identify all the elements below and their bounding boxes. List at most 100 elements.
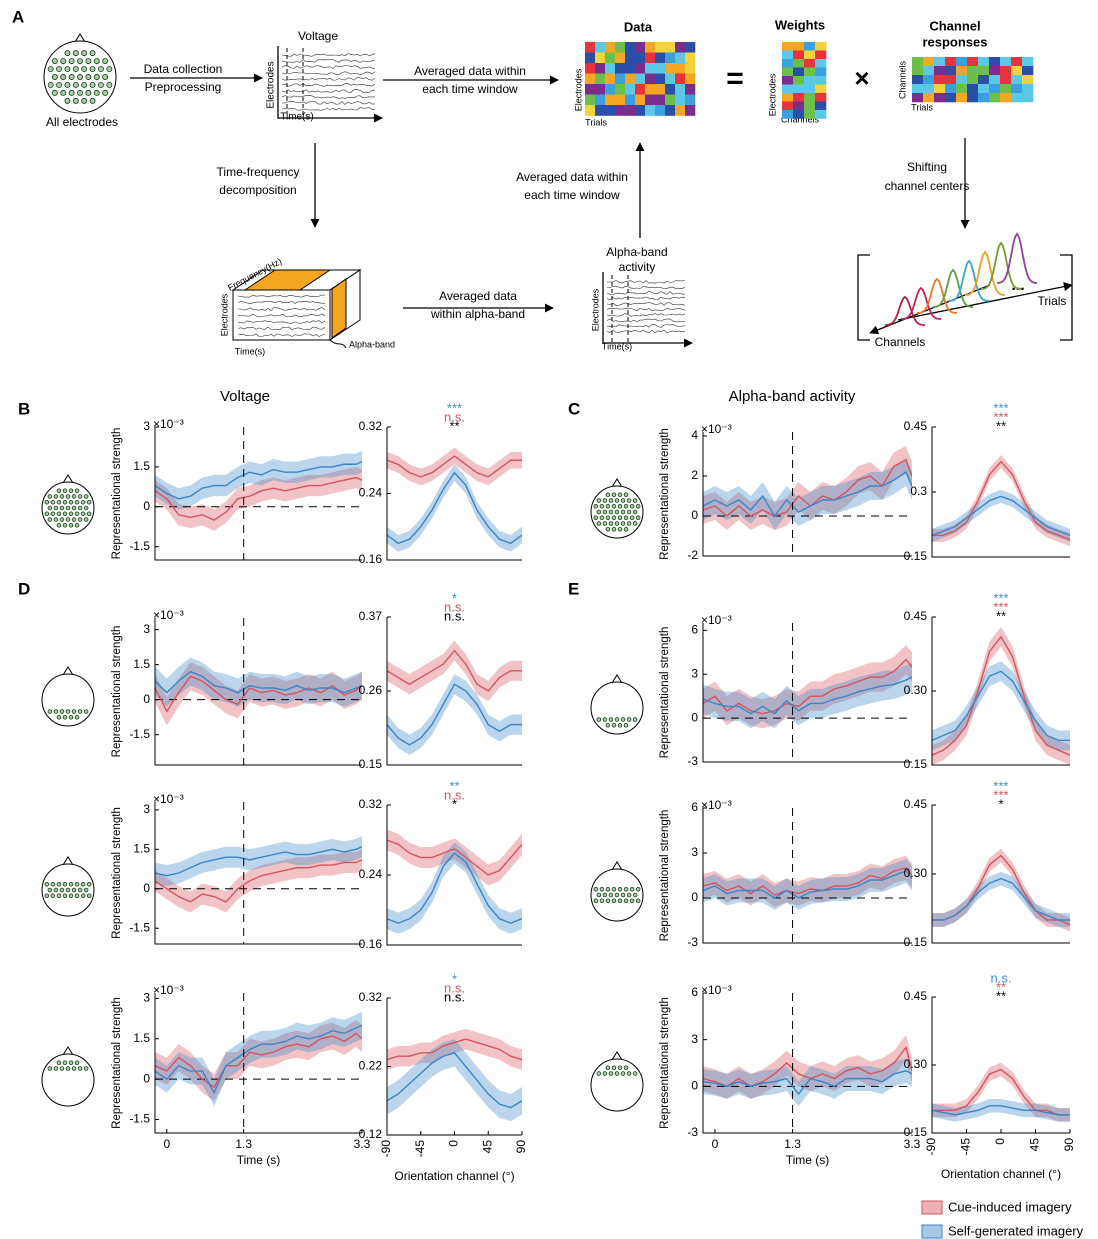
electrode (594, 887, 598, 891)
grid-cell (585, 53, 595, 64)
plot-area (155, 1012, 362, 1106)
y-tick-label: 0.32 (359, 797, 383, 811)
y-tick-label: 6 (691, 800, 698, 814)
scale-label: ×10⁻³ (153, 417, 184, 431)
electrode (66, 518, 70, 522)
electrode (69, 894, 73, 898)
electrode (60, 1067, 64, 1071)
grid-cell (967, 84, 978, 93)
electrode (65, 51, 70, 56)
grid-cell (967, 66, 978, 75)
grid-cell (782, 42, 793, 51)
y-tick-label: 0 (691, 508, 698, 522)
electrode (618, 493, 622, 497)
tuning-curve (997, 234, 1037, 283)
electrode (72, 710, 76, 714)
electrode (78, 495, 82, 499)
grid-cell (1022, 66, 1033, 75)
grid-cell (595, 74, 605, 85)
electrode (69, 1061, 73, 1065)
electrode (636, 899, 640, 903)
electrode (603, 893, 607, 897)
panel-a-text: Trials (911, 102, 933, 112)
electrode (606, 504, 610, 508)
electrode (78, 888, 82, 892)
panel-a-text: Time-frequency (217, 165, 300, 179)
electrode (82, 66, 87, 71)
grid-cell (685, 63, 695, 74)
electrode (603, 718, 607, 722)
electrode (60, 518, 64, 522)
grid-cell (912, 66, 923, 75)
electrode (594, 504, 598, 508)
trace (607, 292, 685, 295)
y-tick-label: 0.32 (359, 990, 383, 1004)
grid-cell (655, 63, 665, 74)
electrode (615, 1072, 619, 1076)
electrode (72, 506, 76, 510)
panel-a-text: responses (922, 34, 987, 49)
electrode (60, 710, 64, 714)
legend-swatch (922, 1201, 942, 1214)
y-tick-label: 0 (143, 881, 150, 895)
electrode (73, 66, 78, 71)
panel-a-text: Averaged data (439, 289, 517, 303)
x-tick-label: 0 (163, 1137, 170, 1151)
grid-cell (1000, 93, 1011, 102)
electrode (56, 66, 61, 71)
grid-cell (1000, 57, 1011, 66)
electrode (618, 899, 622, 903)
grid-cell (989, 75, 1000, 84)
electrode (627, 1072, 631, 1076)
trace (282, 66, 375, 69)
grid-cell (665, 74, 675, 85)
panel-label: D (18, 579, 30, 598)
grid-cell (782, 51, 793, 60)
panel-label: C (568, 399, 580, 418)
electrode (69, 512, 73, 516)
panel-a-text: Weights (775, 17, 825, 32)
grid-cell (804, 93, 815, 102)
electrode (69, 59, 74, 64)
grid-cell (665, 84, 675, 95)
electrode (86, 59, 91, 64)
electrode (87, 882, 91, 886)
grid-cell (635, 74, 645, 85)
x-tick-label: 90 (514, 1140, 528, 1154)
grid-cell (665, 63, 675, 74)
grid-cell (912, 75, 923, 84)
electrode (87, 894, 91, 898)
x-axis-label: Orientation channel (°) (941, 1167, 1061, 1181)
y-tick-label: 0 (143, 692, 150, 706)
electrode (52, 74, 57, 79)
plot-area (387, 1029, 522, 1121)
head (42, 1054, 94, 1106)
electrode (69, 74, 74, 79)
electrode (621, 499, 625, 503)
grid-cell (978, 75, 989, 84)
electrode (627, 718, 631, 722)
grid-cell (945, 57, 956, 66)
electrode (48, 518, 52, 522)
grid-cell (685, 105, 695, 116)
grid-cell (804, 51, 815, 60)
grid-cell (685, 42, 695, 53)
electrode (63, 1061, 67, 1065)
y-tick-label: 3 (691, 1032, 698, 1046)
electrode (600, 899, 604, 903)
head (591, 1059, 643, 1111)
trace (282, 54, 375, 57)
electrode (600, 516, 604, 520)
electrode (51, 500, 55, 504)
grid-cell (605, 84, 615, 95)
grid-cell (989, 84, 1000, 93)
x-tick-label: 45 (1028, 1138, 1042, 1152)
trace (607, 319, 685, 322)
electrode (618, 1066, 622, 1070)
tuning-curve (901, 288, 941, 319)
electrode (69, 882, 73, 886)
y-tick-label: 0 (691, 890, 698, 904)
electrode (624, 527, 628, 531)
grid-cell (782, 102, 793, 111)
y-tick-label: 0.45 (904, 797, 928, 811)
